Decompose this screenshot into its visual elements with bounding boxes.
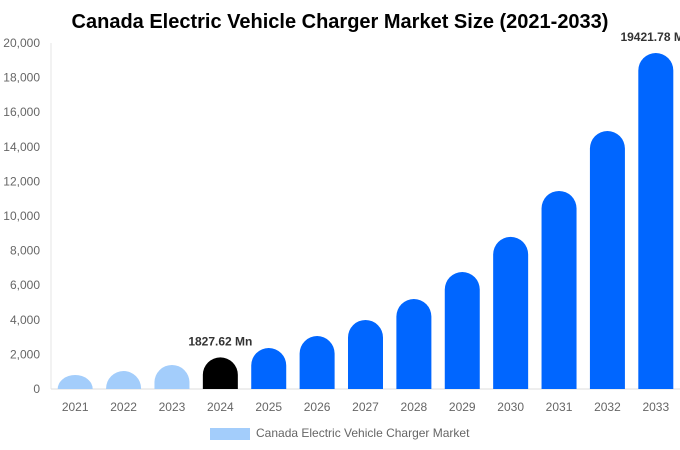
x-tick-label: 2028 bbox=[401, 400, 428, 414]
bar-2023[interactable] bbox=[154, 364, 190, 389]
y-tick-label: 14,000 bbox=[3, 140, 40, 154]
legend-label: Canada Electric Vehicle Charger Market bbox=[256, 426, 470, 440]
x-tick-label: 2025 bbox=[255, 400, 282, 414]
data-label: 1827.62 Mn bbox=[188, 334, 252, 348]
y-tick-label: 12,000 bbox=[3, 174, 40, 188]
bar-2024[interactable] bbox=[202, 357, 238, 389]
x-tick-label: 2021 bbox=[62, 400, 89, 414]
y-tick-label: 0 bbox=[33, 382, 40, 396]
x-tick-label: 2032 bbox=[594, 400, 621, 414]
y-tick-label: 20,000 bbox=[3, 36, 40, 50]
bar-2026[interactable] bbox=[299, 336, 335, 389]
data-label: 19421.78 Mn bbox=[620, 30, 680, 44]
y-tick-label: 16,000 bbox=[3, 105, 40, 119]
x-tick-label: 2023 bbox=[159, 400, 186, 414]
y-tick-label: 6,000 bbox=[10, 278, 40, 292]
y-tick-label: 18,000 bbox=[3, 71, 40, 85]
bar-2031[interactable] bbox=[541, 190, 577, 389]
bar-2022[interactable] bbox=[106, 371, 142, 389]
y-tick-label: 8,000 bbox=[10, 244, 40, 258]
y-tick-label: 10,000 bbox=[3, 209, 40, 223]
bar-2029[interactable] bbox=[444, 272, 480, 389]
bar-2021[interactable] bbox=[57, 374, 93, 389]
y-tick-label: 2,000 bbox=[10, 347, 40, 361]
bar-2025[interactable] bbox=[251, 347, 287, 389]
bar-2028[interactable] bbox=[396, 299, 432, 389]
bar-2027[interactable] bbox=[348, 319, 383, 389]
x-tick-label: 2027 bbox=[352, 400, 379, 414]
x-tick-label: 2031 bbox=[546, 400, 573, 414]
legend[interactable]: Canada Electric Vehicle Charger Market bbox=[210, 426, 470, 440]
bar-2033[interactable] bbox=[638, 53, 674, 390]
x-tick-label: 2022 bbox=[110, 400, 137, 414]
x-tick-label: 2033 bbox=[642, 400, 669, 414]
x-tick-label: 2030 bbox=[497, 400, 524, 414]
bar-2032[interactable] bbox=[589, 131, 625, 389]
chart-title: Canada Electric Vehicle Charger Market S… bbox=[72, 11, 609, 33]
bar-2030[interactable] bbox=[493, 236, 529, 389]
y-tick-label: 4,000 bbox=[10, 313, 40, 327]
x-tick-label: 2026 bbox=[304, 400, 331, 414]
x-tick-label: 2024 bbox=[207, 400, 234, 414]
legend-swatch bbox=[210, 428, 250, 440]
x-tick-label: 2029 bbox=[449, 400, 476, 414]
